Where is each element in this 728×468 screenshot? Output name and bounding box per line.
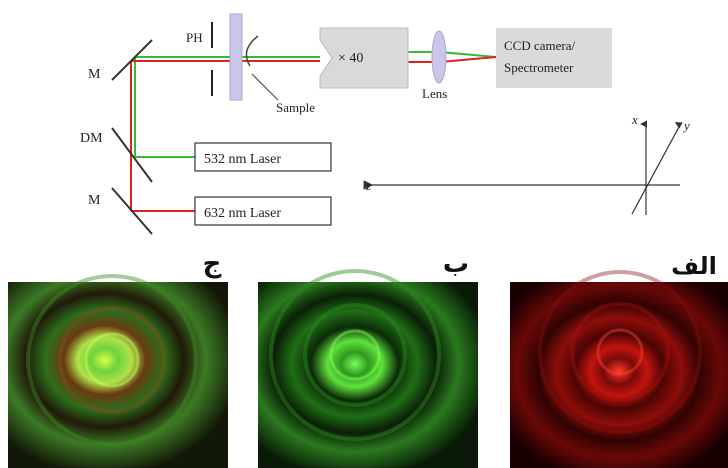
- red-beam-path: [130, 56, 497, 212]
- red-laser-box: [194, 196, 332, 226]
- panel-label-green: ب: [443, 249, 469, 279]
- objective: [319, 27, 409, 89]
- bottom-mirror-label: M: [88, 193, 101, 208]
- sample-slide: [229, 13, 243, 101]
- dichroic-mirror: [111, 127, 153, 183]
- green-laser-box: [194, 142, 332, 172]
- objective-label: × 40: [338, 51, 363, 66]
- detector-label-line2: Spectrometer: [504, 60, 574, 75]
- lens: [431, 30, 447, 84]
- red-laser-label: 632 nm Laser: [204, 206, 281, 221]
- detector-label-line1: CCD camera/: [504, 38, 576, 53]
- green-laser-label: 532 nm Laser: [204, 152, 281, 167]
- sample-pointer: [251, 73, 279, 101]
- bottom-mirror: [111, 187, 153, 235]
- detector-box: [496, 28, 612, 88]
- dichroic-mirror-label: DM: [80, 131, 103, 146]
- panel-label-red: الف: [671, 252, 717, 280]
- lens-label: Lens: [422, 86, 447, 101]
- y-axis-label: y: [682, 118, 690, 133]
- sample-curve: [245, 35, 259, 67]
- x-axis-label: x: [631, 112, 638, 127]
- panel-green: [258, 269, 478, 468]
- top-mirror: [111, 39, 153, 81]
- panel-label-combined: ج: [203, 249, 222, 279]
- pinhole-label: PH: [186, 30, 203, 45]
- top-mirror-label: M: [88, 67, 101, 82]
- z-axis-label: z: [365, 178, 371, 193]
- sample-label: Sample: [276, 100, 315, 115]
- panel-red: [510, 270, 728, 468]
- coordinate-axes: [363, 120, 683, 215]
- panel-combined: [8, 274, 228, 468]
